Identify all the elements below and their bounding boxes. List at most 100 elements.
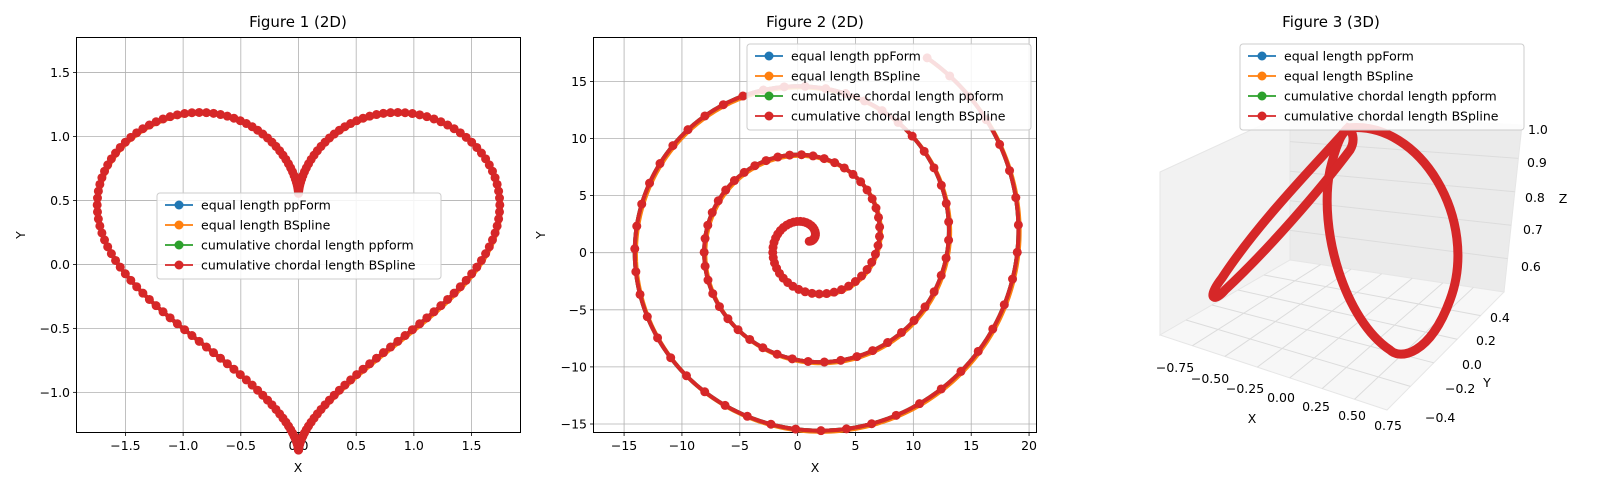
data-point-marker xyxy=(138,288,148,298)
data-point-marker xyxy=(873,212,883,222)
data-point-marker xyxy=(165,112,175,122)
data-point-marker xyxy=(807,288,817,298)
x-tick-label: −15 xyxy=(611,438,637,453)
data-point-marker xyxy=(400,108,410,118)
y-tick-label: −0.2 xyxy=(1445,381,1475,396)
floor-grid-line xyxy=(1237,289,1458,340)
floor-grid-line xyxy=(1321,282,1444,389)
data-point-marker xyxy=(944,217,954,227)
panel-3-y-ticks: −0.4 −0.2 0.0 0.2 0.4 xyxy=(1425,310,1510,425)
data-point-marker xyxy=(708,289,718,299)
y-tick-label: 5 xyxy=(579,188,587,203)
data-point-marker xyxy=(929,163,939,173)
data-point-marker xyxy=(683,125,693,135)
panel-2-title: Figure 2 (2D) xyxy=(766,13,864,31)
panel-2-y-axis-label: Y xyxy=(533,231,548,240)
panel-1-legend: equal length ppForm equal length BSpline c… xyxy=(156,192,442,280)
panel-2-legend: equal length ppForm equal length BSpline c… xyxy=(746,43,1032,131)
x-tick-label: −10 xyxy=(669,438,695,453)
data-point-marker xyxy=(852,352,862,362)
data-point-marker xyxy=(386,108,396,118)
data-point-marker xyxy=(216,353,226,363)
data-point-marker xyxy=(151,117,161,127)
panel-3-y-axis-label: Y xyxy=(1482,375,1491,390)
data-point-marker xyxy=(365,111,375,121)
legend-swatch-marker xyxy=(1257,51,1267,61)
data-point-marker xyxy=(772,349,782,359)
legend-box xyxy=(746,43,1032,131)
data-point-marker xyxy=(721,185,731,195)
data-point-marker xyxy=(907,131,917,141)
data-point-marker xyxy=(476,255,486,265)
data-point-marker xyxy=(787,354,797,364)
data-point-marker xyxy=(700,234,710,244)
panel-2-grid xyxy=(594,38,1036,432)
x-tick-label: 0 xyxy=(794,438,802,453)
y-tick-label: −1.0 xyxy=(40,385,70,400)
data-point-marker xyxy=(857,271,867,281)
data-point-marker xyxy=(703,220,713,230)
legend-entry-label: equal length ppForm xyxy=(791,49,921,64)
data-point-marker xyxy=(187,331,197,341)
panel-3-z-axis-label: Z xyxy=(1559,191,1568,206)
data-point-marker xyxy=(868,346,878,356)
data-point-marker xyxy=(467,269,477,279)
data-point-marker xyxy=(829,287,839,297)
data-point-marker xyxy=(492,179,502,189)
x-tick-label: 0.5 xyxy=(346,438,366,453)
data-point-marker xyxy=(172,319,182,329)
data-point-marker xyxy=(487,235,497,245)
data-point-marker xyxy=(461,275,471,285)
x-tick-label: −1.5 xyxy=(110,438,140,453)
data-point-marker xyxy=(941,253,951,263)
data-point-marker xyxy=(742,411,752,421)
panel-1-x-ticks: −1.5−1.0−0.50.00.51.01.5 xyxy=(110,432,481,453)
floor-grid-line xyxy=(1185,319,1411,387)
x-tick-label: 10 xyxy=(905,438,921,453)
data-point-marker xyxy=(761,156,771,166)
panel-1-x-axis-label: X xyxy=(294,460,303,475)
x-tick-label: −0.25 xyxy=(1226,381,1264,396)
legend-entry-label: cumulative chordal length BSpline xyxy=(1284,109,1499,124)
panel-3-x-axis-label: X xyxy=(1248,411,1257,426)
data-point-marker xyxy=(209,348,219,358)
data-point-marker xyxy=(637,199,647,209)
data-point-marker xyxy=(449,288,459,298)
x-tick-label: 0.75 xyxy=(1374,418,1402,433)
data-point-marker xyxy=(93,186,103,196)
data-point-marker xyxy=(941,198,951,208)
data-point-marker xyxy=(481,249,491,259)
data-point-marker xyxy=(371,353,381,363)
data-point-marker xyxy=(386,342,396,352)
data-point-marker xyxy=(920,302,930,312)
x-tick-label: 0.00 xyxy=(1267,390,1295,405)
data-point-marker xyxy=(92,207,102,217)
panel-2-x-axis-label: X xyxy=(811,460,820,475)
data-point-marker xyxy=(144,120,154,130)
data-point-marker xyxy=(415,110,425,120)
legend-swatch-marker xyxy=(174,240,184,250)
legend-swatch-marker xyxy=(1257,71,1267,81)
data-point-marker xyxy=(718,100,728,110)
data-point-marker xyxy=(393,336,403,346)
data-point-marker xyxy=(1005,166,1015,176)
data-point-marker xyxy=(472,262,482,272)
data-point-marker xyxy=(867,257,877,267)
floor-grid-line xyxy=(1256,273,1383,368)
panel-2-y-ticks: −15 −10 −5 0 5 10 15 xyxy=(561,74,594,432)
data-point-marker xyxy=(378,108,388,118)
panel-3-z-ticks: 0.6 0.7 0.8 0.9 1.0 xyxy=(1521,122,1548,274)
data-point-marker xyxy=(830,158,840,168)
x-tick-label: 20 xyxy=(1021,438,1037,453)
data-point-marker xyxy=(867,194,877,204)
z-tick-label: 0.7 xyxy=(1523,222,1543,237)
legend-box xyxy=(1239,43,1525,131)
data-point-marker xyxy=(897,327,907,337)
data-point-marker xyxy=(393,107,403,117)
y-tick-label: −0.4 xyxy=(1425,410,1455,425)
data-point-marker xyxy=(800,287,810,297)
data-point-marker xyxy=(856,177,866,187)
data-point-marker xyxy=(165,313,175,323)
data-point-marker xyxy=(909,316,919,326)
legend-entry-label: cumulative chordal length ppform xyxy=(791,89,1004,104)
